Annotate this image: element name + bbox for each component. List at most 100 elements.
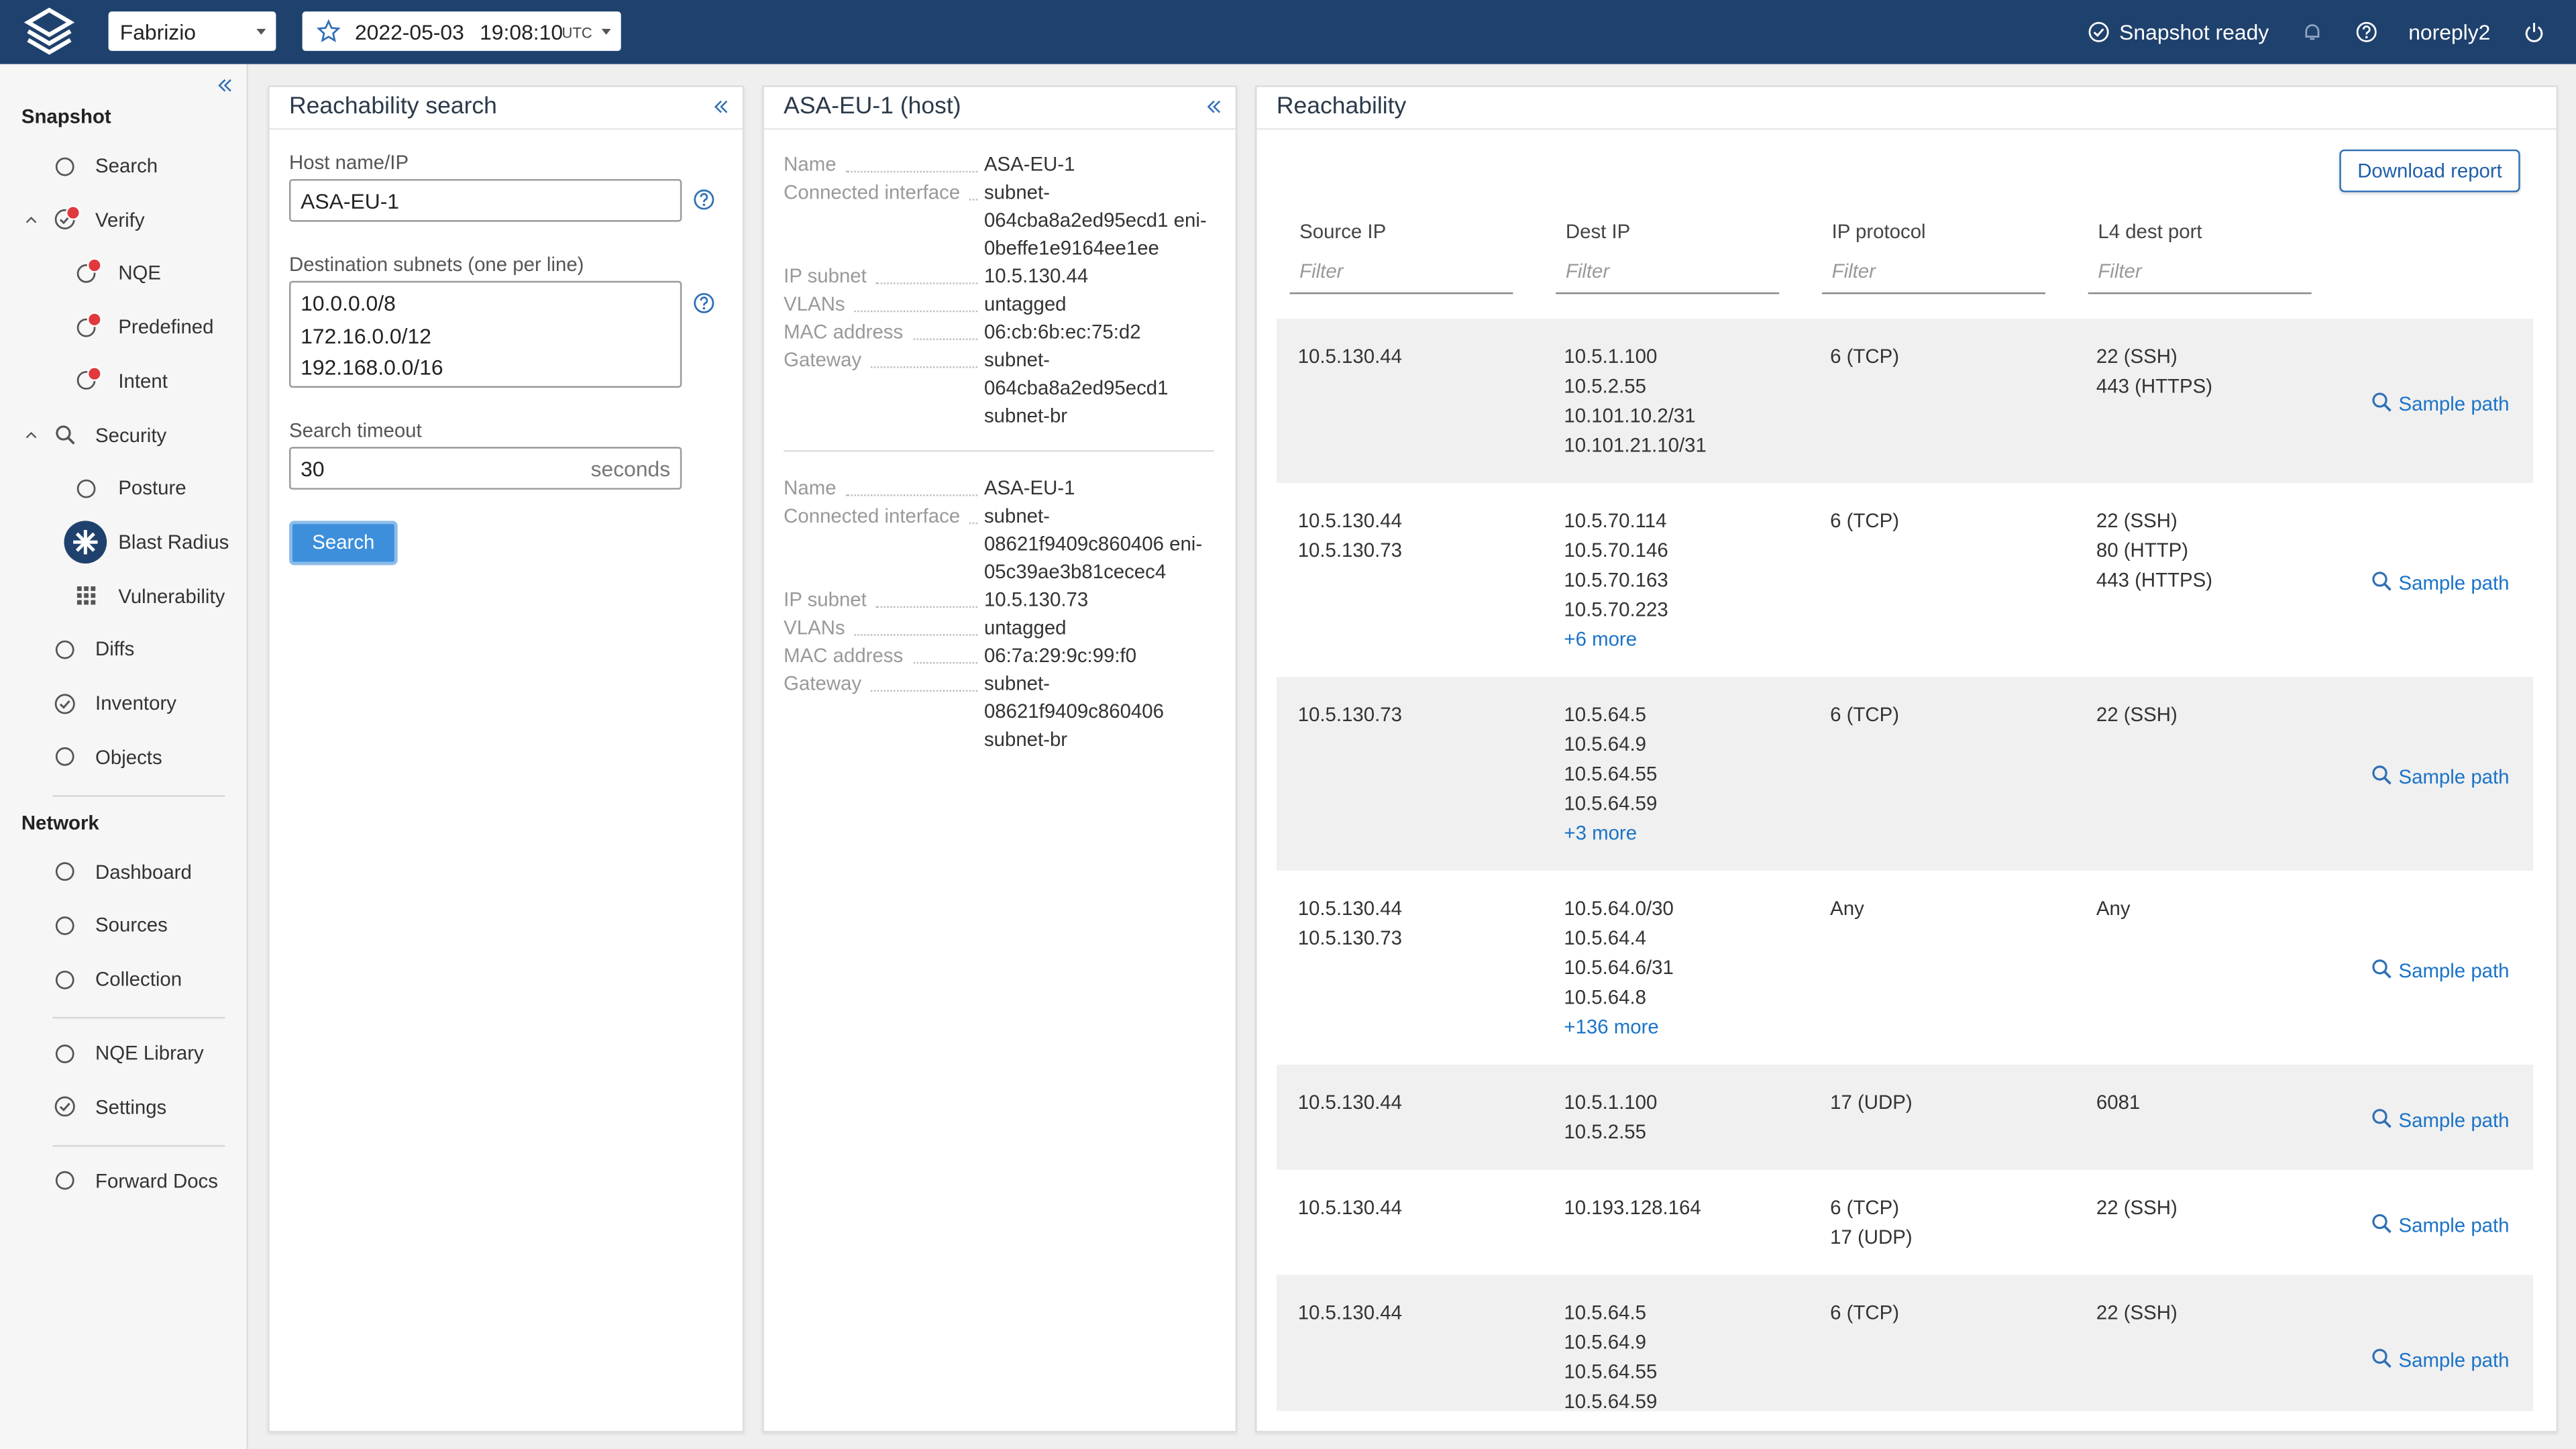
column-filter[interactable]: Filter <box>1289 260 1513 294</box>
field-row: Connected interface subnet-064cba8a2ed95e… <box>784 179 1214 263</box>
protocol-cell: 6 (TCP) <box>1830 700 1899 729</box>
more-link[interactable]: +3 more <box>1564 821 1638 845</box>
field-label-cell: Connected interface <box>784 502 984 586</box>
nav-item[interactable]: Vulnerability <box>118 584 225 608</box>
host-input[interactable]: ASA-EU-1 <box>289 178 682 222</box>
collapse-icon[interactable] <box>215 76 235 95</box>
field-value[interactable]: ASA-EU-1 <box>983 152 1075 176</box>
nav-item[interactable]: Forward Docs <box>95 1169 218 1193</box>
dest-cell: 10.5.64.5 10.5.64.9 10.5.64.55 10.5.64.59 +3… <box>1564 700 1657 847</box>
column-filter[interactable]: Filter <box>1821 260 2045 294</box>
panel: Reachability Download report Source IP Filt… <box>1255 85 2559 1433</box>
source-cell: 10.5.130.44 <box>1298 1193 1402 1222</box>
dest-cell: 10.5.1.100 10.5.2.55 <box>1564 1087 1657 1146</box>
nav-item[interactable]: Collection <box>95 967 182 991</box>
dest-value: 10.5.1.100 <box>1564 345 1658 368</box>
nav-item[interactable]: Sources <box>95 914 168 937</box>
alert-badge <box>87 312 102 327</box>
field-label: Destination subnets (one per line) <box>289 253 584 276</box>
nav-item[interactable]: NQE <box>118 262 162 285</box>
separator <box>52 1144 225 1146</box>
logo-icon <box>23 7 75 55</box>
user-name[interactable]: noreply2 <box>2408 19 2491 45</box>
source-value: 10.5.130.44 <box>1297 1195 1402 1220</box>
protocol-cell: 6 (TCP) <box>1830 341 1899 371</box>
more-link[interactable]: +6 more <box>1564 627 1638 651</box>
panel-header: Reachability <box>1256 87 2557 130</box>
source-value: 10.5.130.44 <box>1297 897 1402 920</box>
source-cell: 10.5.130.73 <box>1298 700 1402 729</box>
panel-header: Reachability search <box>269 87 743 130</box>
field-value[interactable]: 10.5.130.44 <box>983 264 1089 288</box>
port-cell: 22 (SSH) <box>2096 1193 2178 1222</box>
snapshot-select[interactable]: 2022-05-03 19:08:10 UTC <box>302 11 621 51</box>
column-filter[interactable]: Filter <box>2088 260 2312 294</box>
port-value: 443 (HTTPS) <box>2096 374 2213 398</box>
subnets-input[interactable]: 10.0.0.0/8 172.16.0.0/12 192.168.0.0/16 <box>289 280 682 388</box>
field-value: 06:7a:29:9c:99:f0 <box>983 644 1137 667</box>
nav-item[interactable]: Settings <box>95 1095 167 1119</box>
chevup-icon[interactable] <box>23 427 39 443</box>
nav-item[interactable]: Objects <box>95 745 162 769</box>
field-label-cell: Connected interface <box>784 179 984 263</box>
nav-item[interactable]: Verify <box>95 208 145 231</box>
column-header: Source IP <box>1299 220 1387 244</box>
result-row: 10.5.130.44 10.5.64.5 10.5.64.9 10.5.64.55 1… <box>1276 1275 2534 1411</box>
nav-item[interactable]: Security <box>95 423 167 446</box>
field-value[interactable]: subnet-08621f9409c860406 eni-05c39ae3b81… <box>983 504 1203 584</box>
section-title: Network <box>21 811 99 835</box>
field-label-cell: Name <box>784 151 984 179</box>
field-value[interactable]: ASA-EU-1 <box>983 476 1075 500</box>
nav-item[interactable]: Diffs <box>95 637 135 661</box>
collapse-icon[interactable] <box>1204 97 1224 116</box>
field-value: 06:cb:6b:ec:75:d2 <box>983 320 1141 343</box>
collapse-icon[interactable] <box>711 97 731 116</box>
protocol-cell: 6 (TCP) 17 (UDP) <box>1830 1193 1912 1252</box>
more-link[interactable]: +136 more <box>1564 1015 1659 1038</box>
nav-item[interactable]: Posture <box>118 476 186 500</box>
leader <box>912 319 978 340</box>
field-row: Connected interface subnet-08621f9409c860… <box>784 502 1214 586</box>
field-row: Gateway subnet-064cba8a2ed95ecd1 subnet-b… <box>784 347 1214 431</box>
help-icon[interactable] <box>692 292 714 313</box>
field-label: Name <box>784 476 837 500</box>
search-button[interactable]: Search <box>289 521 398 566</box>
dest-value: 10.5.70.114 <box>1564 509 1667 533</box>
workspace-select[interactable]: Fabrizio <box>108 11 276 51</box>
input-value: ASA-EU-1 <box>301 189 400 214</box>
field-label: Host name/IP <box>289 151 409 174</box>
blast-icon <box>64 521 107 564</box>
field-value[interactable]: subnet-064cba8a2ed95ecd1 eni-0beffe1e916… <box>983 180 1207 260</box>
nav-item[interactable]: Predefined <box>118 315 214 339</box>
port-cell: 22 (SSH) 443 (HTTPS) <box>2096 341 2212 400</box>
nav-item[interactable]: Inventory <box>95 692 176 715</box>
chevup-icon[interactable] <box>23 211 39 227</box>
nav-item[interactable]: NQE Library <box>95 1041 204 1065</box>
field-value[interactable]: subnet-08621f9409c860406 subnet-br <box>983 672 1164 751</box>
nav-item[interactable]: Blast Radius <box>118 530 229 554</box>
snapshot-date: 2022-05-03 <box>354 19 464 45</box>
snapshot-status: Snapshot ready <box>2119 19 2269 45</box>
search-icon <box>2371 959 2391 978</box>
help-icon[interactable] <box>2355 21 2377 42</box>
help-icon[interactable] <box>692 188 714 209</box>
port-value: 22 (SSH) <box>2096 509 2178 533</box>
timeout-input[interactable]: 30 seconds <box>289 447 682 490</box>
field-value[interactable]: subnet-064cba8a2ed95ecd1 subnet-br <box>983 348 1169 427</box>
leader <box>969 179 978 201</box>
column-filter[interactable]: Filter <box>1556 260 1780 294</box>
dest-value: 10.5.64.6/31 <box>1564 956 1674 979</box>
dest-value: 10.5.64.4 <box>1564 926 1646 950</box>
power-icon[interactable] <box>2522 21 2544 42</box>
field-value[interactable]: 10.5.130.73 <box>983 588 1089 612</box>
bell-icon[interactable] <box>2301 21 2322 42</box>
download-button[interactable]: Download report <box>2339 149 2520 193</box>
nav-item[interactable]: Intent <box>118 369 168 392</box>
protocol-cell: 17 (UDP) <box>1830 1087 1912 1117</box>
search-icon <box>2371 1108 2391 1128</box>
nav-item[interactable]: Search <box>95 154 158 178</box>
protocol-cell: 6 (TCP) <box>1830 506 1899 535</box>
nav-item[interactable]: Dashboard <box>95 860 192 883</box>
circle-icon <box>54 969 74 989</box>
